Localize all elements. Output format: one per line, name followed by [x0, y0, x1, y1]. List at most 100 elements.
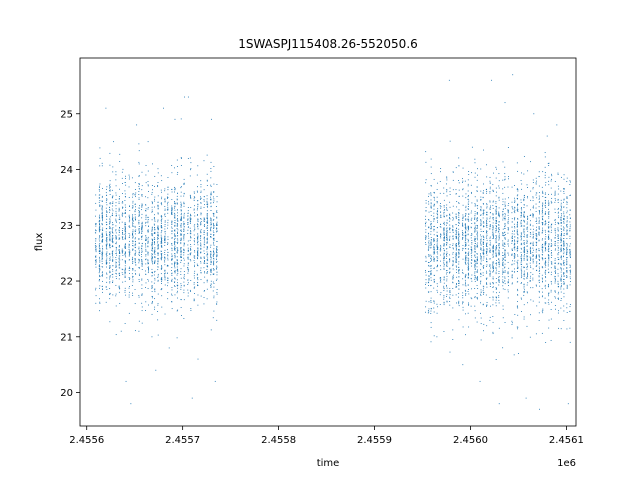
data-point — [538, 275, 540, 277]
data-point — [129, 272, 130, 274]
data-point — [520, 212, 522, 214]
data-point — [443, 261, 445, 263]
data-point — [112, 294, 114, 296]
data-point — [154, 270, 156, 272]
data-point — [210, 246, 212, 248]
data-point — [153, 274, 155, 276]
data-point — [145, 221, 147, 223]
data-point — [173, 212, 175, 214]
data-point — [151, 247, 153, 249]
data-point — [436, 217, 438, 219]
data-point — [467, 183, 469, 185]
data-point — [523, 243, 525, 245]
data-point — [486, 192, 488, 194]
data-point — [535, 235, 537, 237]
data-point — [452, 237, 454, 239]
data-point — [95, 247, 97, 249]
data-point — [452, 339, 454, 340]
data-point — [527, 234, 529, 236]
data-point — [129, 277, 131, 279]
data-point — [520, 233, 522, 235]
data-point — [128, 291, 130, 293]
data-point — [99, 206, 101, 207]
data-point — [452, 288, 454, 289]
data-point — [430, 158, 432, 160]
data-point — [428, 265, 430, 267]
data-point — [106, 272, 107, 274]
data-point — [467, 267, 469, 269]
data-point — [210, 251, 212, 252]
data-point — [99, 247, 101, 249]
data-point — [482, 259, 484, 261]
data-point — [161, 191, 162, 193]
data-point — [492, 231, 494, 233]
data-point — [135, 247, 137, 249]
data-point — [106, 228, 107, 230]
data-point — [193, 208, 195, 210]
data-point — [492, 331, 494, 333]
data-point — [200, 262, 202, 264]
data-point — [189, 232, 191, 234]
data-point — [452, 171, 454, 173]
data-point — [109, 218, 111, 220]
data-point — [183, 234, 185, 236]
data-point — [161, 257, 163, 258]
data-point — [118, 218, 120, 220]
data-point — [521, 213, 522, 215]
data-point — [174, 233, 176, 235]
data-point — [517, 241, 518, 243]
data-point — [471, 246, 473, 248]
data-point — [465, 273, 467, 275]
data-point — [437, 182, 438, 184]
data-point — [495, 225, 497, 227]
data-point — [436, 256, 438, 258]
data-point — [174, 261, 176, 263]
data-point — [516, 288, 518, 290]
data-point — [161, 198, 162, 200]
data-point — [467, 262, 469, 264]
data-point — [112, 223, 114, 225]
data-point — [526, 259, 528, 261]
data-point — [483, 255, 485, 257]
data-point — [216, 246, 218, 248]
data-point — [141, 225, 143, 227]
data-point — [109, 288, 111, 289]
data-point — [212, 222, 214, 224]
data-point — [109, 294, 110, 295]
data-point — [462, 195, 464, 197]
data-point — [216, 227, 218, 229]
data-point — [134, 303, 136, 305]
data-point — [151, 244, 153, 246]
data-point — [492, 246, 494, 248]
data-point — [507, 281, 509, 283]
data-point — [124, 254, 126, 255]
data-point — [511, 236, 513, 238]
data-point — [507, 276, 509, 278]
data-point — [105, 192, 107, 194]
data-point — [183, 248, 185, 250]
data-point — [115, 198, 117, 200]
data-point — [145, 243, 147, 245]
data-point — [216, 319, 218, 321]
data-point — [141, 213, 143, 215]
data-point — [511, 206, 513, 208]
data-point — [538, 255, 540, 257]
data-point — [200, 267, 202, 269]
data-point — [141, 294, 143, 296]
data-point — [171, 199, 173, 200]
data-point — [504, 243, 506, 245]
data-point — [124, 262, 126, 264]
data-point — [112, 270, 114, 272]
data-point — [200, 251, 202, 253]
data-point — [183, 278, 185, 280]
data-point — [204, 271, 205, 273]
data-point — [452, 329, 454, 331]
data-point — [439, 265, 441, 267]
data-point — [194, 238, 195, 240]
data-point — [189, 195, 191, 197]
data-point — [145, 239, 147, 241]
data-point — [523, 275, 525, 277]
data-point — [492, 233, 494, 235]
data-point — [430, 326, 432, 328]
data-point — [135, 192, 137, 194]
